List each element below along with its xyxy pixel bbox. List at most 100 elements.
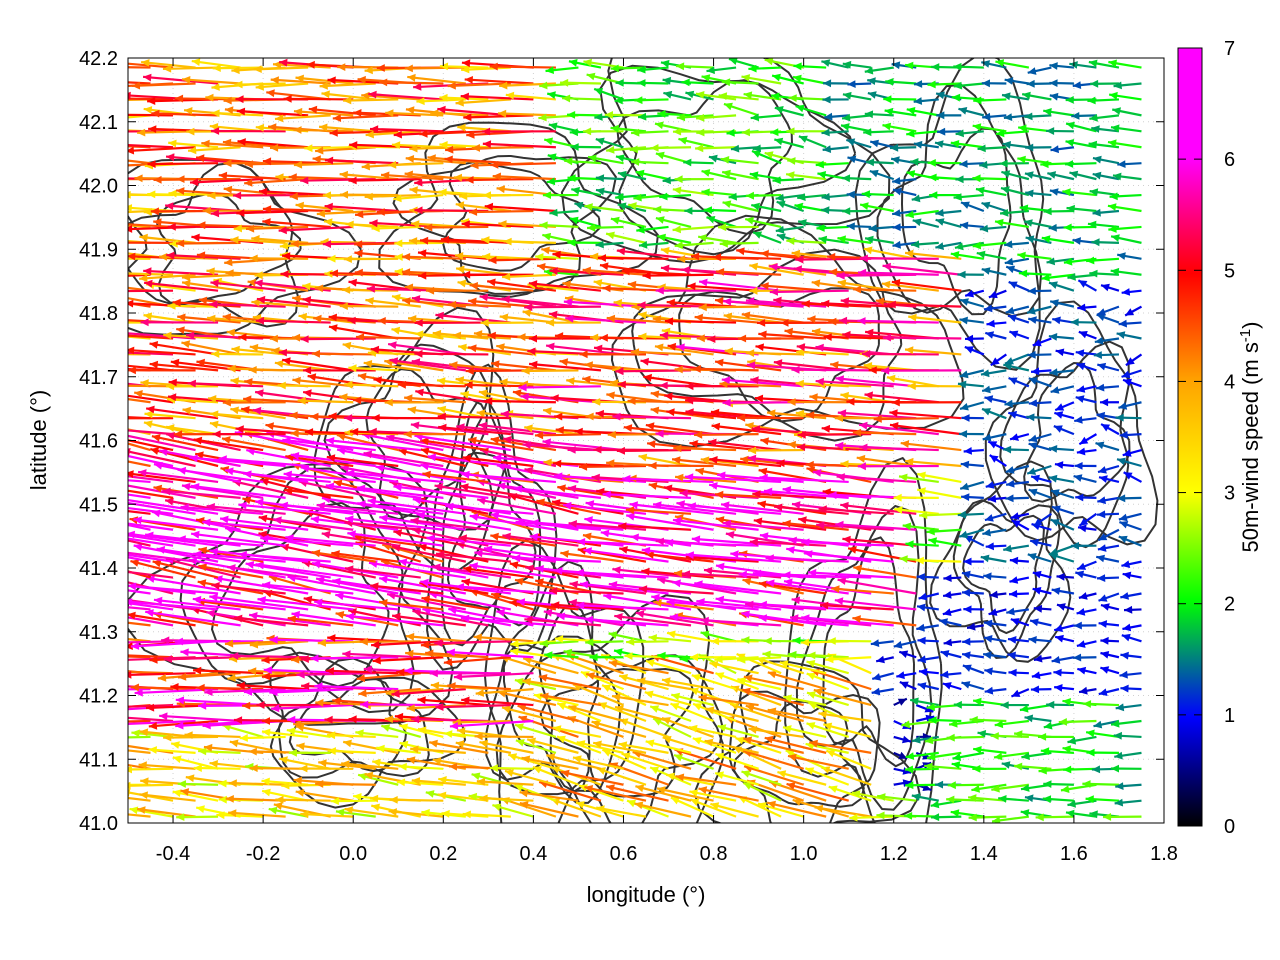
wind-arrow xyxy=(1054,461,1075,469)
wind-arrow xyxy=(752,231,782,244)
wind-arrow xyxy=(673,753,714,770)
wind-arrow xyxy=(904,765,939,774)
wind-arrow xyxy=(128,539,151,547)
wind-arrow xyxy=(198,747,241,756)
wind-arrow xyxy=(262,218,331,229)
wind-arrow xyxy=(567,238,601,247)
wind-arrow xyxy=(405,632,466,643)
wind-arrow xyxy=(1053,425,1075,436)
wind-arrow xyxy=(128,353,151,356)
wind-arrow xyxy=(1033,512,1053,527)
wind-arrow xyxy=(831,585,894,595)
wind-arrow xyxy=(782,519,849,531)
wind-arrow xyxy=(687,502,782,515)
wind-arrow xyxy=(1000,186,1030,197)
wind-arrow xyxy=(968,813,1007,822)
wind-arrow xyxy=(1073,474,1097,484)
wind-arrow xyxy=(786,782,849,802)
wind-arrow xyxy=(384,398,444,407)
wind-arrow xyxy=(814,804,872,818)
wind-arrow xyxy=(181,279,241,292)
wind-arrow xyxy=(476,497,557,515)
wind-arrow xyxy=(703,206,737,214)
wind-arrow xyxy=(128,448,196,468)
wind-arrow xyxy=(740,455,804,468)
wind-arrow xyxy=(387,341,466,356)
wind-arrow xyxy=(1035,813,1074,822)
wind-arrow xyxy=(926,751,962,761)
wind-arrow xyxy=(1119,670,1142,679)
wind-arrow xyxy=(365,297,421,308)
terrain-contour-line xyxy=(1023,361,1131,503)
wind-arrow xyxy=(625,506,692,515)
wind-arrow xyxy=(209,300,286,309)
wind-arrow xyxy=(139,791,196,802)
wind-arrow xyxy=(165,424,219,436)
wind-arrow xyxy=(153,596,241,611)
wind-arrow xyxy=(303,366,376,375)
wind-arrow xyxy=(959,221,984,230)
wind-arrow xyxy=(1043,780,1074,788)
wind-arrow xyxy=(672,517,759,531)
wind-arrow xyxy=(1096,411,1120,420)
wind-arrow xyxy=(411,777,466,786)
wind-arrow xyxy=(490,532,557,547)
colorbar-tick-label: 2 xyxy=(1224,594,1235,616)
wind-arrow xyxy=(705,706,759,723)
wind-arrow xyxy=(474,732,534,741)
wind-arrow xyxy=(444,502,534,515)
wind-arrow xyxy=(524,303,601,312)
wind-arrow xyxy=(492,172,556,181)
wind-arrow xyxy=(518,383,601,392)
wind-arrow xyxy=(172,789,219,802)
wind-arrow xyxy=(986,319,1007,328)
wind-arrow xyxy=(128,337,129,339)
wind-arrow xyxy=(243,395,309,404)
wind-arrow xyxy=(251,298,309,308)
wind-arrow xyxy=(748,726,804,739)
wind-arrow xyxy=(625,512,714,531)
wind-arrow xyxy=(766,409,827,420)
wind-arrow xyxy=(953,700,984,709)
wind-arrow xyxy=(462,270,534,279)
wind-arrow xyxy=(128,592,129,594)
wind-arrow xyxy=(177,466,264,484)
wind-arrow xyxy=(971,783,1007,793)
wind-arrow xyxy=(324,202,399,213)
wind-arrow xyxy=(1011,519,1030,531)
wind-arrow xyxy=(532,765,579,786)
wind-arrow xyxy=(642,271,714,280)
wind-arrow xyxy=(935,218,962,228)
wind-arrow xyxy=(480,318,534,327)
wind-arrow xyxy=(946,733,984,742)
wind-arrow xyxy=(542,191,579,199)
wind-arrow xyxy=(685,551,782,563)
wind-arrow xyxy=(1028,488,1052,499)
wind-arrow xyxy=(128,570,174,579)
wind-arrow xyxy=(742,781,782,802)
wind-arrow xyxy=(765,579,849,595)
wind-arrow xyxy=(128,470,196,484)
wind-arrow xyxy=(701,188,737,197)
wind-arrow xyxy=(1078,433,1097,446)
wind-arrow xyxy=(983,572,1007,581)
wind-arrow xyxy=(973,746,1007,754)
wind-arrow xyxy=(1097,544,1120,552)
wind-arrow xyxy=(212,430,286,438)
wind-arrow xyxy=(258,514,331,531)
wind-arrow xyxy=(672,225,714,234)
wind-arrow xyxy=(344,806,399,818)
wind-arrow xyxy=(128,598,219,611)
wind-arrow xyxy=(672,579,759,595)
wind-arrow xyxy=(834,597,917,611)
wind-arrow xyxy=(404,394,466,404)
wind-arrow xyxy=(410,421,489,436)
wind-arrow xyxy=(859,443,939,452)
wind-arrow xyxy=(1118,401,1142,410)
wind-arrow xyxy=(128,534,196,547)
wind-arrow xyxy=(599,333,669,342)
wind-arrow xyxy=(468,208,534,216)
wind-arrow xyxy=(582,266,647,276)
wind-arrow xyxy=(1078,592,1097,600)
wind-arrow xyxy=(393,483,489,499)
